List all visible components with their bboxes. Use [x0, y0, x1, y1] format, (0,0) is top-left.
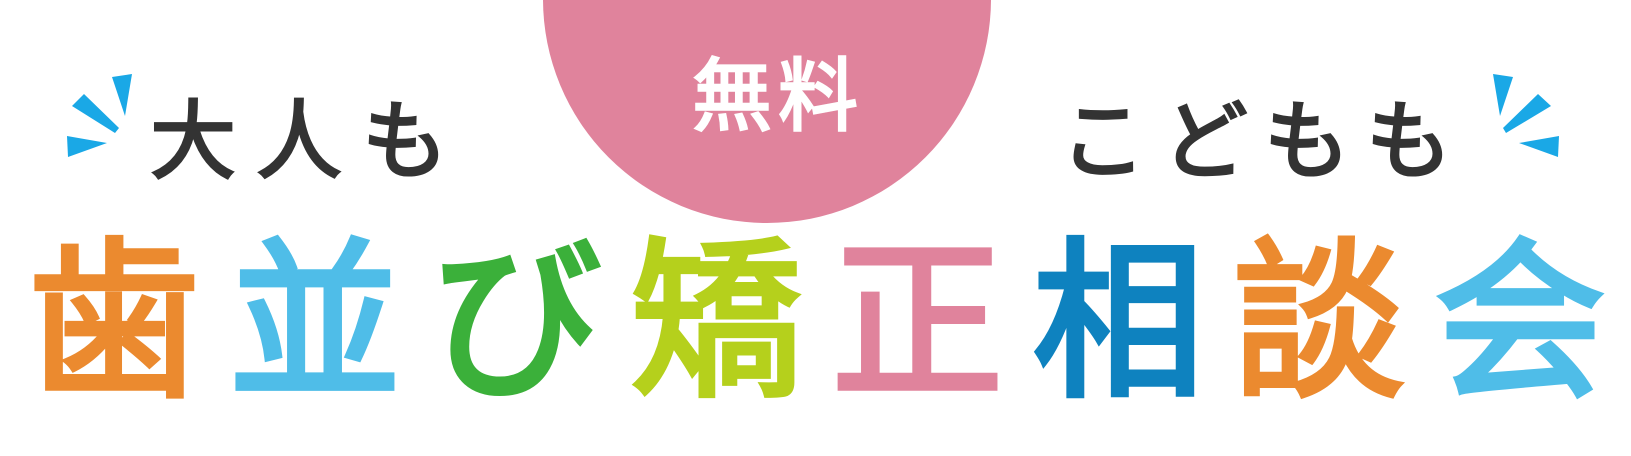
subtitle-children: こどもも: [1060, 92, 1468, 192]
sparkle-left-icon: [67, 74, 132, 157]
title-character: 会: [1433, 222, 1606, 423]
title-character: 矯: [630, 222, 803, 423]
title-character: 相: [1032, 222, 1205, 423]
sparkle-right-icon: [1493, 74, 1559, 157]
title-character: 談: [1233, 222, 1406, 423]
title-character: 並: [228, 222, 401, 423]
title-character: 歯: [28, 222, 200, 423]
title-character: 正: [831, 222, 1004, 423]
free-badge-label: 無料: [692, 50, 864, 143]
title-character: び: [429, 222, 602, 423]
subtitle-adults: 大人も: [150, 92, 468, 192]
main-title: 歯並び矯正相談会: [22, 228, 1612, 418]
